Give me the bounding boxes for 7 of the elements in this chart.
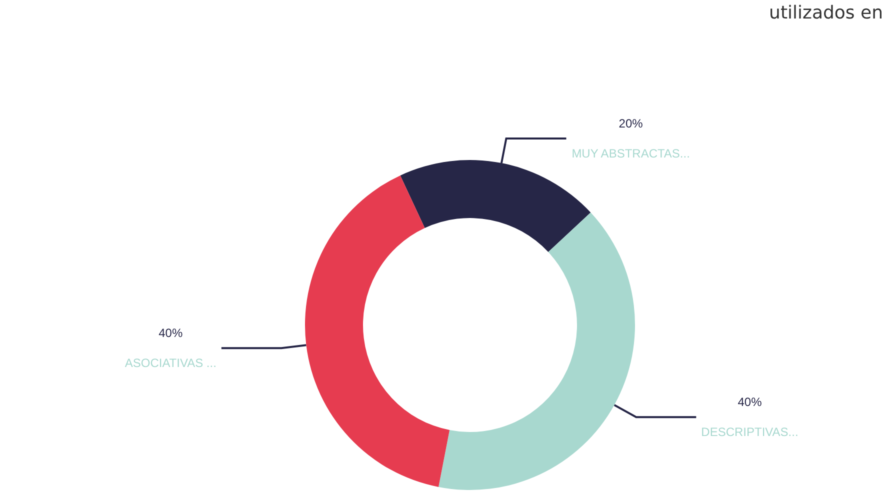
- data-label: 40%: [738, 395, 762, 410]
- slice-label: DESCRIPTIVAS...: [701, 425, 798, 440]
- text: utilizados en: [769, 2, 883, 24]
- slice-label: MUY ABSTRACTAS...: [572, 146, 690, 160]
- slice-label: ASOCIATIVAS ...: [124, 356, 216, 370]
- data-label: 20%: [618, 116, 644, 130]
- data-label: 40%: [158, 326, 183, 340]
